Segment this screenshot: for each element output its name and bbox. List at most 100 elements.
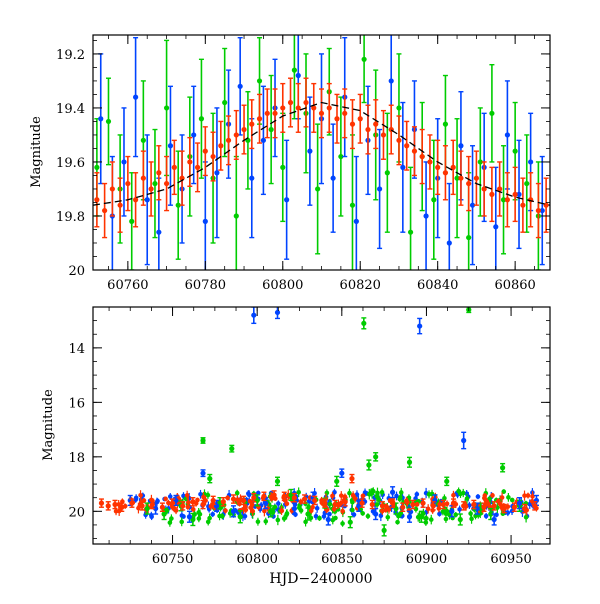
bottom-panel-marks <box>98 307 540 537</box>
data-point <box>423 213 429 219</box>
band-point <box>522 493 527 498</box>
y-tick-label: 19.6 <box>56 156 85 171</box>
data-point <box>280 105 286 111</box>
band-point <box>167 494 173 499</box>
data-point <box>325 516 331 523</box>
data-point <box>474 505 480 512</box>
band-point <box>163 496 168 502</box>
band-point <box>217 513 222 519</box>
data-point <box>396 137 402 143</box>
data-point <box>406 459 413 465</box>
y-tick-label: 20 <box>68 264 85 279</box>
bottom-panel-xlabel: HJD−2400000 <box>269 571 372 587</box>
data-point <box>260 137 267 143</box>
data-point <box>156 229 162 235</box>
band-point <box>190 507 196 512</box>
data-point <box>171 164 177 170</box>
band-point <box>237 501 242 507</box>
data-point <box>230 496 237 502</box>
data-point <box>263 500 269 506</box>
data-point <box>281 493 287 499</box>
data-point <box>202 218 208 224</box>
data-point <box>493 224 499 230</box>
data-point <box>149 501 155 508</box>
data-point <box>458 143 464 149</box>
band-point <box>197 511 203 517</box>
data-point <box>148 186 154 192</box>
band-point <box>164 508 170 514</box>
band-point <box>374 502 380 507</box>
band-point <box>475 494 481 499</box>
data-point <box>200 437 206 444</box>
data-point <box>312 497 318 504</box>
data-point <box>524 180 530 187</box>
band-point <box>383 503 389 509</box>
data-point <box>187 159 193 165</box>
data-point <box>431 197 437 203</box>
bottom-panel-axes: 60750 60800 60850 60900 60950 14 16 18 20 <box>68 306 550 567</box>
data-point <box>384 170 390 176</box>
band-point <box>530 494 535 499</box>
data-point <box>418 514 424 520</box>
data-point <box>315 186 321 192</box>
data-point <box>442 170 449 176</box>
data-point <box>98 116 104 122</box>
data-point <box>229 446 235 452</box>
band-point <box>169 516 174 521</box>
data-point <box>291 495 298 501</box>
model-curve <box>93 101 550 206</box>
data-point <box>291 505 298 512</box>
band-point <box>296 489 301 495</box>
data-point <box>512 148 518 154</box>
band-point <box>523 515 529 520</box>
y-tick-label: 20 <box>68 505 85 520</box>
band-point <box>201 494 206 500</box>
band-point <box>404 498 409 504</box>
data-point <box>295 105 301 111</box>
band-point <box>281 516 287 521</box>
data-point <box>406 514 413 520</box>
data-point <box>291 67 297 73</box>
data-point <box>311 105 317 111</box>
x-tick-label: 60820 <box>340 278 381 293</box>
data-point <box>330 175 336 181</box>
data-point <box>376 186 383 192</box>
data-point <box>190 499 196 505</box>
data-point <box>458 175 464 181</box>
data-point <box>338 153 344 160</box>
data-point <box>233 213 239 219</box>
x-tick-label: 60750 <box>152 552 193 567</box>
data-point <box>339 470 345 476</box>
data-point <box>334 478 340 484</box>
data-point <box>301 496 308 502</box>
data-point <box>140 137 146 143</box>
data-point <box>400 164 406 170</box>
data-point <box>94 197 100 203</box>
data-point <box>491 503 497 509</box>
band-point <box>330 493 335 499</box>
data-point <box>256 78 263 84</box>
x-tick-label: 60840 <box>417 278 458 293</box>
data-point <box>504 197 510 203</box>
data-point <box>388 78 394 84</box>
data-point <box>198 116 205 122</box>
data-point <box>241 126 247 133</box>
data-point <box>98 500 105 506</box>
band-point <box>436 506 442 511</box>
band-point <box>425 506 431 512</box>
data-point <box>295 72 301 79</box>
band-point <box>482 493 488 498</box>
data-point <box>161 511 167 517</box>
data-point <box>365 126 371 133</box>
band-point <box>451 492 456 498</box>
data-point <box>461 437 467 444</box>
data-point <box>501 505 507 512</box>
top-plot-area <box>93 35 550 270</box>
data-point <box>237 514 243 520</box>
data-point <box>404 143 410 149</box>
data-point <box>220 499 226 505</box>
data-point <box>491 516 497 523</box>
band-point <box>350 492 356 498</box>
data-point <box>322 500 328 506</box>
